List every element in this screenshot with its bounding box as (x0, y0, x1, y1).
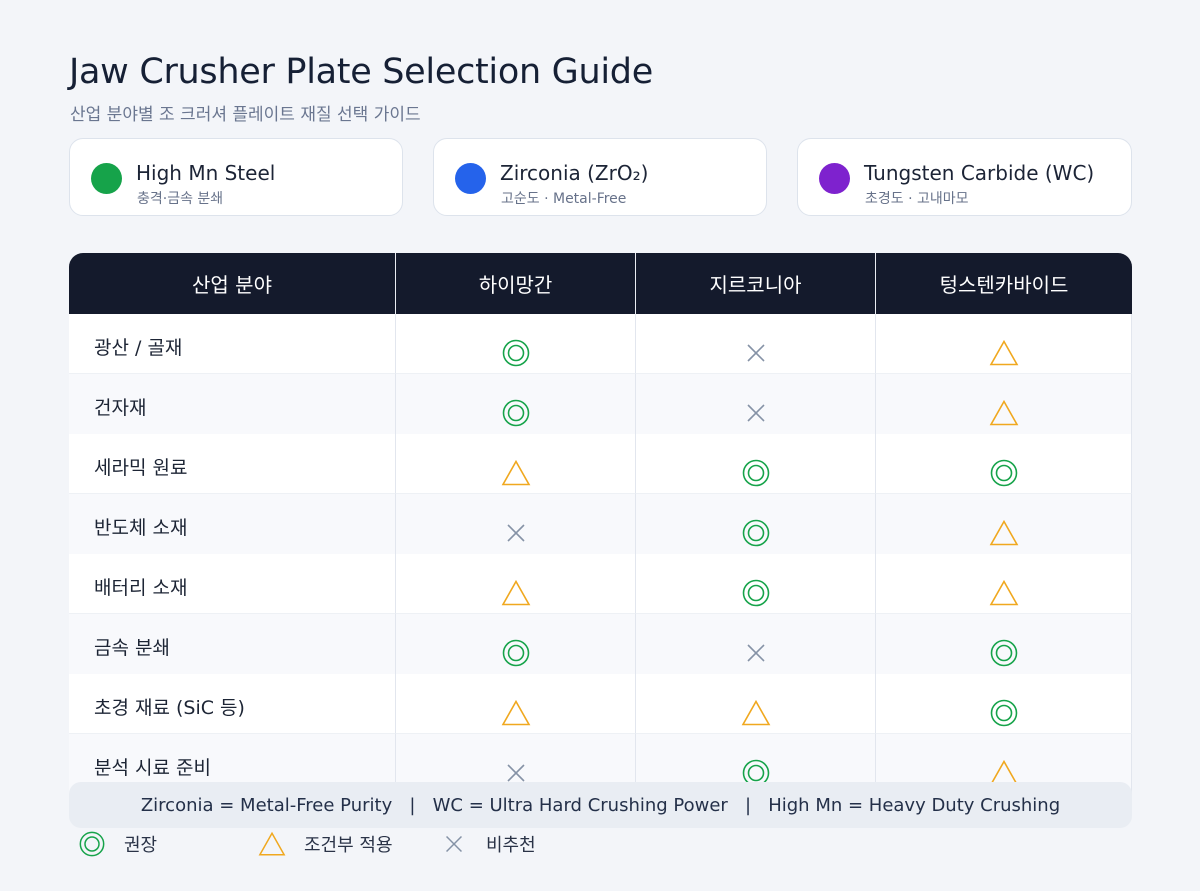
selection-table: 산업 분야 하이망간 지르코니아 텅스텐카바이드 광산 / 골재 건자재 세라믹 원… (69, 253, 1132, 794)
material-name: Zirconia (ZrO₂) (500, 161, 649, 185)
double-circle-icon (396, 374, 636, 434)
double-circle-icon (636, 554, 876, 614)
double-circle-icon (396, 314, 636, 374)
table-row: 건자재 (69, 374, 1132, 434)
industry-label: 초경 재료 (SiC 등) (69, 674, 396, 734)
material-cards: High Mn Steel 충격·금속 분쇄 Zirconia (ZrO₂) 고… (69, 138, 1132, 216)
triangle-icon (396, 674, 636, 734)
header-high-mn: 하이망간 (396, 253, 636, 314)
double-circle-icon (636, 434, 876, 494)
legend-label: 조건부 적용 (304, 835, 393, 856)
cross-icon (636, 614, 876, 674)
industry-label: 배터리 소재 (69, 554, 396, 614)
table-row: 금속 분쇄 (69, 614, 1132, 674)
material-card-zirconia: Zirconia (ZrO₂) 고순도 · Metal-Free (433, 138, 767, 216)
double-circle-icon (396, 614, 636, 674)
triangle-icon (636, 674, 876, 734)
double-circle-icon (636, 494, 876, 554)
header-industry: 산업 분야 (69, 253, 396, 314)
table-row: 반도체 소재 (69, 494, 1132, 554)
page-title: Jaw Crusher Plate Selection Guide (69, 52, 653, 92)
summary-note: Zirconia = Metal-Free Purity | WC = Ultr… (69, 782, 1132, 828)
material-name: Tungsten Carbide (WC) (864, 161, 1095, 185)
table-row: 세라믹 원료 (69, 434, 1132, 494)
cross-icon (440, 830, 477, 858)
material-card-tungsten-carbide: Tungsten Carbide (WC) 초경도 · 고내마모 (797, 138, 1132, 216)
table-row: 배터리 소재 (69, 554, 1132, 614)
triangle-icon (876, 374, 1132, 434)
table-body: 광산 / 골재 건자재 세라믹 원료 반도체 소재 배터리 소재 금속 분쇄 초경 재료 (… (69, 314, 1132, 794)
material-color-dot (91, 163, 122, 194)
material-name: High Mn Steel (136, 161, 276, 185)
industry-label: 건자재 (69, 374, 396, 434)
material-desc: 고순도 · Metal-Free (501, 191, 627, 207)
triangle-icon (396, 554, 636, 614)
page-subtitle: 산업 분야별 조 크러셔 플레이트 재질 선택 가이드 (70, 105, 421, 125)
table-header: 산업 분야 하이망간 지르코니아 텅스텐카바이드 (69, 253, 1132, 314)
cross-icon (396, 734, 636, 794)
legend-label: 권장 (124, 835, 158, 856)
cross-icon (636, 374, 876, 434)
double-circle-icon (876, 674, 1132, 734)
double-circle-icon (78, 830, 115, 858)
triangle-icon (396, 434, 636, 494)
triangle-icon (876, 494, 1132, 554)
cross-icon (396, 494, 636, 554)
legend-item-conditional: 조건부 적용 (258, 830, 393, 858)
material-color-dot (819, 163, 850, 194)
industry-label: 분석 시료 준비 (69, 734, 396, 794)
legend-label: 비추천 (486, 835, 536, 856)
legend-item-recommended: 권장 (78, 830, 157, 858)
industry-label: 반도체 소재 (69, 494, 396, 554)
material-desc: 초경도 · 고내마모 (865, 191, 969, 207)
triangle-icon (876, 314, 1132, 374)
legend: 권장 조건부 적용 비추천 (78, 830, 678, 862)
industry-label: 광산 / 골재 (69, 314, 396, 374)
triangle-icon (876, 554, 1132, 614)
cross-icon (636, 314, 876, 374)
double-circle-icon (876, 434, 1132, 494)
material-desc: 충격·금속 분쇄 (137, 191, 224, 207)
legend-item-not-recommended: 비추천 (440, 830, 536, 858)
material-color-dot (455, 163, 486, 194)
material-card-high-mn: High Mn Steel 충격·금속 분쇄 (69, 138, 403, 216)
header-zirconia: 지르코니아 (636, 253, 876, 314)
industry-label: 금속 분쇄 (69, 614, 396, 674)
double-circle-icon (876, 614, 1132, 674)
table-row: 초경 재료 (SiC 등) (69, 674, 1132, 734)
header-tungsten-carbide: 텅스텐카바이드 (939, 273, 1069, 297)
triangle-icon (258, 830, 295, 858)
industry-label: 세라믹 원료 (69, 434, 396, 494)
table-row: 광산 / 골재 (69, 314, 1132, 374)
